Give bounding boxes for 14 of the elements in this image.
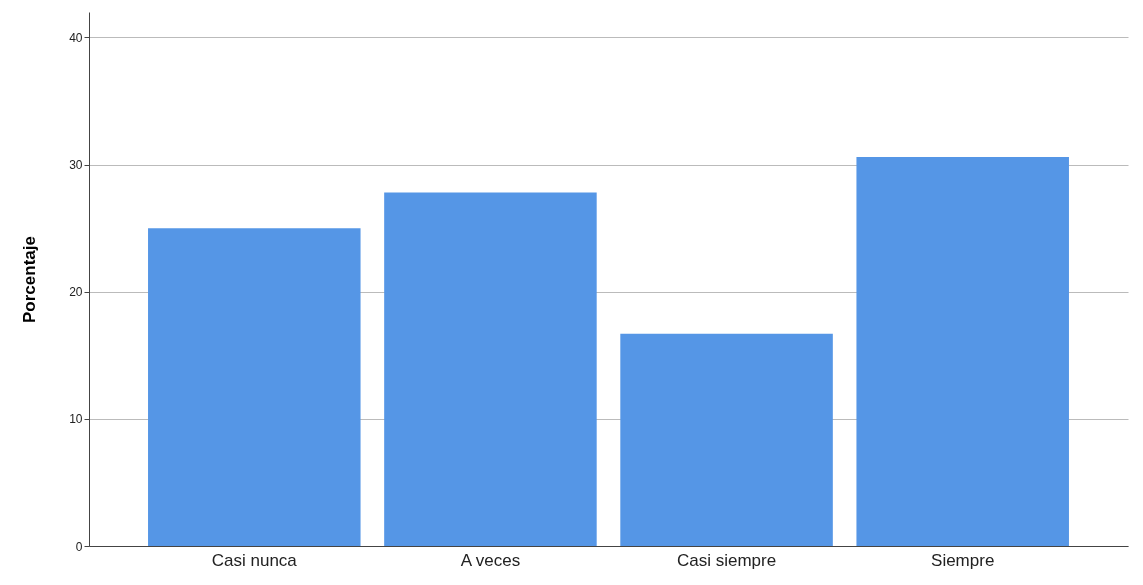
x-tick-label: Siempre xyxy=(931,550,995,570)
bar xyxy=(384,192,597,546)
bar xyxy=(856,156,1069,546)
y-axis-title: Porcentaje xyxy=(20,236,40,323)
y-tick-label: 20 xyxy=(69,285,83,300)
x-tick-label: Casi siempre xyxy=(676,550,777,570)
bar xyxy=(148,228,361,546)
y-tick-label: 0 xyxy=(75,539,83,554)
bar xyxy=(620,333,833,546)
y-tick-label: 40 xyxy=(69,30,83,45)
y-tick-label: 30 xyxy=(69,158,83,173)
y-tick-label: 10 xyxy=(69,412,83,427)
x-tick-label: Casi nunca xyxy=(211,550,298,570)
x-tick-label: A veces xyxy=(460,550,521,570)
